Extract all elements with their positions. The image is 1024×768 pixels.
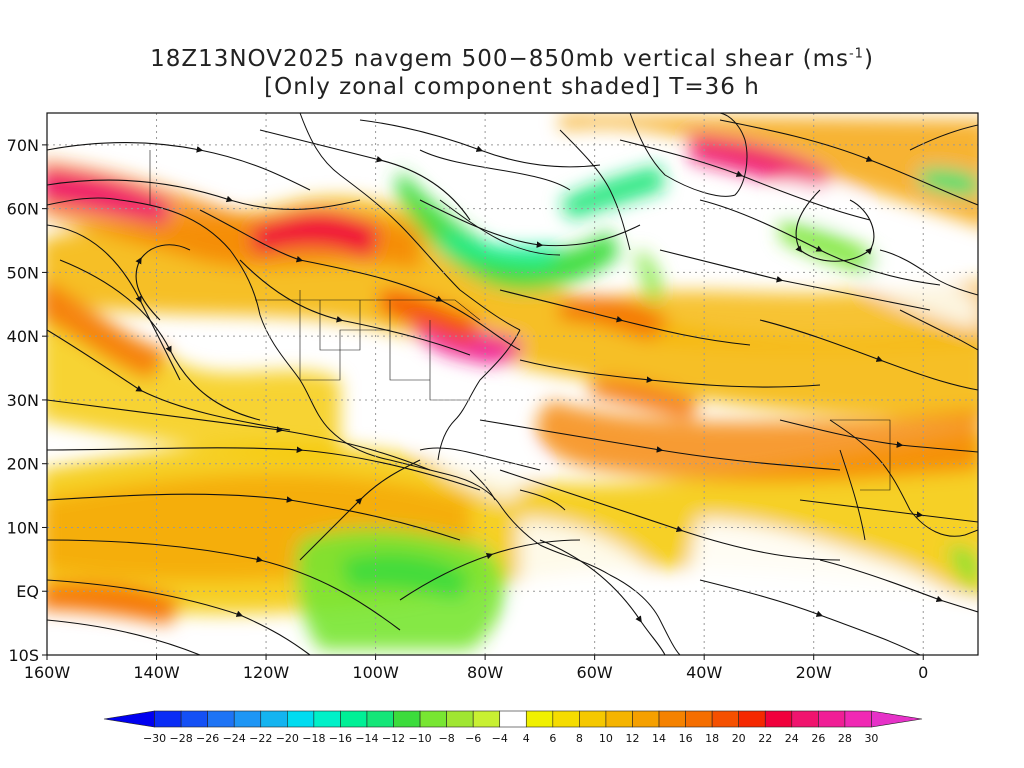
- colorbar: −30 −28 −26 −24 −22 −20 −18 −16 −14 −12 −10 −8 −6 −4 4…: [103, 710, 923, 745]
- colorbar-label: −22: [249, 732, 272, 745]
- wind-shear-streamlines: [47, 119, 978, 655]
- coastlines: [47, 113, 978, 655]
- colorbar-swatch: [738, 710, 766, 728]
- colorbar-swatch: [313, 710, 341, 728]
- title-prefix: 18Z13NOV2025 navgem 500−850mb vertical s…: [150, 46, 849, 72]
- lat-lon-grid: [47, 113, 978, 655]
- colorbar-label: −14: [355, 732, 378, 745]
- colorbar-swatch: [419, 710, 447, 728]
- colorbar-swatch: [552, 710, 580, 728]
- lat-tick-label: 70N: [7, 136, 39, 155]
- colorbar-label: 14: [652, 732, 666, 745]
- colorbar-swatch: [260, 710, 288, 728]
- latitude-axis: 70N 60N 50N 40N 30N 20N 10N EQ 10S: [7, 136, 47, 665]
- colorbar-label: 26: [811, 732, 825, 745]
- colorbar-label: −12: [382, 732, 405, 745]
- colorbar-label: −30: [143, 732, 166, 745]
- colorbar-label: 22: [758, 732, 772, 745]
- colorbar-label: 24: [785, 732, 799, 745]
- colorbar-swatch: [499, 710, 527, 728]
- colorbar-label: −10: [408, 732, 431, 745]
- colorbar-swatch: [844, 710, 872, 728]
- lat-tick-label: 10N: [7, 518, 39, 537]
- colorbar-swatch: [446, 710, 474, 728]
- lat-tick-label: 50N: [7, 263, 39, 282]
- colorbar-label: 10: [599, 732, 613, 745]
- colorbar-label: −20: [276, 732, 299, 745]
- colorbar-label: −24: [223, 732, 246, 745]
- colorbar-swatch: [472, 710, 501, 728]
- colorbar-label: 20: [732, 732, 746, 745]
- colorbar-swatch: [605, 710, 633, 728]
- colorbar-label: −6: [465, 732, 481, 745]
- colorbar-swatch: [658, 710, 686, 728]
- lat-tick-label: 30N: [7, 391, 39, 410]
- colorbar-label: −4: [492, 732, 508, 745]
- chart-title-line1: 18Z13NOV2025 navgem 500−850mb vertical s…: [0, 46, 1024, 72]
- lat-tick-label: EQ: [16, 582, 39, 601]
- colorbar-swatch: [685, 710, 713, 728]
- lat-tick-label: 10S: [8, 646, 39, 665]
- colorbar-swatch: [764, 710, 793, 728]
- plot-frame: [46, 112, 979, 656]
- colorbar-swatch: [525, 710, 554, 728]
- colorbar-label: −16: [329, 732, 352, 745]
- lon-tick-label: 20W: [796, 663, 832, 682]
- lon-tick-label: 40W: [686, 663, 722, 682]
- shear-shading: [47, 115, 978, 655]
- colorbar-swatch: [871, 710, 923, 728]
- lon-tick-label: 100W: [352, 663, 399, 682]
- colorbar-label: −8: [439, 732, 455, 745]
- colorbar-swatch: [340, 710, 368, 728]
- colorbar-swatch: [393, 710, 421, 728]
- plot-area: [47, 113, 978, 655]
- colorbar-swatch: [579, 710, 607, 728]
- title-unit-superscript: -1: [848, 46, 864, 62]
- colorbar-label: 6: [549, 732, 556, 745]
- colorbar-swatch: [366, 710, 394, 728]
- title-suffix: ): [863, 46, 874, 72]
- colorbar-label: 4: [523, 732, 530, 745]
- lon-tick-label: 0: [918, 663, 928, 682]
- colorbar-label: 8: [576, 732, 583, 745]
- colorbar-swatch: [632, 710, 660, 728]
- lat-tick-label: 60N: [7, 200, 39, 219]
- colorbar-label: −28: [169, 732, 192, 745]
- lon-tick-label: 80W: [467, 663, 503, 682]
- colorbar-label: 28: [838, 732, 852, 745]
- colorbar-swatch: [103, 710, 155, 728]
- colorbar-swatch: [287, 710, 315, 728]
- colorbar-label: 12: [625, 732, 639, 745]
- colorbar-swatch: [791, 710, 819, 728]
- colorbar-swatch: [154, 710, 182, 728]
- colorbar-label: 30: [864, 732, 878, 745]
- chart-title-line2: [Only zonal component shaded] T=36 h: [264, 74, 760, 100]
- colorbar-swatch: [207, 710, 235, 728]
- lat-tick-label: 40N: [7, 327, 39, 346]
- lon-tick-label: 120W: [243, 663, 290, 682]
- colorbar-swatch: [180, 710, 208, 728]
- colorbar-label: 18: [705, 732, 719, 745]
- colorbar-label: −26: [196, 732, 219, 745]
- lon-tick-label: 60W: [577, 663, 613, 682]
- colorbar-swatch: [711, 710, 739, 728]
- borders: [149, 150, 891, 491]
- longitude-axis: 160W 140W 120W 100W 80W 60W 40W 20W 0: [24, 655, 928, 682]
- lat-tick-label: 20N: [7, 455, 39, 474]
- lon-tick-label: 160W: [24, 663, 71, 682]
- colorbar-swatch: [233, 710, 262, 728]
- colorbar-swatch: [818, 710, 846, 728]
- colorbar-label: −18: [302, 732, 325, 745]
- colorbar-label: 16: [679, 732, 693, 745]
- lon-tick-label: 140W: [133, 663, 180, 682]
